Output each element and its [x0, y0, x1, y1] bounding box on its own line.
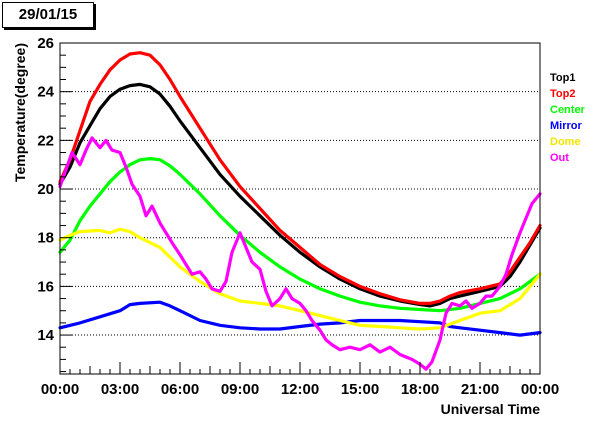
- x-tick-label-3: 09:00: [221, 381, 259, 398]
- y-tick-label-26: 26: [37, 35, 54, 52]
- x-tick-label-5: 15:00: [341, 381, 379, 398]
- y-tick-label-16: 16: [37, 278, 54, 295]
- x-tick-label-1: 03:00: [101, 381, 139, 398]
- plot-area: [60, 43, 540, 374]
- legend-label-center: Center: [550, 104, 586, 116]
- legend-label-out: Out: [550, 152, 569, 164]
- series-line-out: [58, 136, 542, 371]
- y-tick-label-14: 14: [37, 327, 54, 344]
- x-tick-label-7: 21:00: [461, 381, 499, 398]
- series-line-top2: [58, 51, 542, 305]
- y-tick-label-24: 24: [37, 84, 54, 101]
- chart-title: 29/01/15: [2, 2, 94, 28]
- legend-label-mirror: Mirror: [550, 120, 583, 132]
- x-axis-title: Universal Time: [441, 401, 541, 417]
- y-tick-label-22: 22: [37, 132, 54, 149]
- legend-label-top2: Top2: [550, 88, 575, 100]
- y-axis-title: Temperature(degree): [12, 43, 28, 182]
- x-tick-label-6: 18:00: [401, 381, 439, 398]
- x-tick-label-4: 12:00: [281, 381, 319, 398]
- legend-label-top1: Top1: [550, 72, 575, 84]
- y-tick-label-18: 18: [37, 230, 54, 247]
- x-tick-label-8: 00:00: [521, 381, 559, 398]
- x-tick-label-2: 06:00: [161, 381, 199, 398]
- legend-label-dome: Dome: [550, 136, 581, 148]
- series-line-top1: [58, 82, 542, 308]
- x-tick-label-0: 00:00: [41, 381, 79, 398]
- y-tick-label-20: 20: [37, 181, 54, 198]
- series-line-mirror: [58, 300, 542, 337]
